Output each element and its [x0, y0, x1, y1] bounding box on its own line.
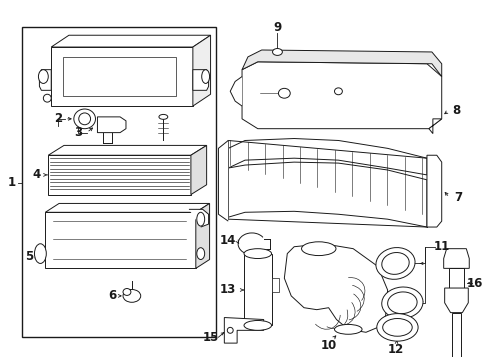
Text: 14: 14	[220, 234, 236, 247]
Polygon shape	[444, 288, 468, 312]
Ellipse shape	[35, 244, 46, 264]
Text: 5: 5	[25, 250, 34, 263]
Polygon shape	[97, 117, 126, 132]
Text: 8: 8	[451, 104, 460, 117]
Polygon shape	[242, 50, 441, 77]
Ellipse shape	[123, 288, 131, 296]
Ellipse shape	[244, 320, 271, 330]
Polygon shape	[188, 209, 208, 227]
Ellipse shape	[79, 113, 90, 125]
Polygon shape	[190, 145, 206, 195]
Polygon shape	[443, 249, 468, 268]
Text: 16: 16	[466, 276, 482, 289]
Polygon shape	[228, 162, 426, 227]
Text: 7: 7	[453, 191, 462, 204]
Text: 13: 13	[220, 283, 236, 297]
Polygon shape	[45, 212, 195, 268]
Text: 3: 3	[74, 126, 81, 139]
Ellipse shape	[196, 248, 204, 260]
Polygon shape	[40, 70, 51, 90]
Ellipse shape	[376, 314, 417, 341]
Ellipse shape	[334, 324, 361, 334]
Bar	[447, 268, 464, 288]
Ellipse shape	[334, 88, 342, 95]
Text: 9: 9	[273, 21, 281, 34]
Polygon shape	[242, 62, 441, 129]
Ellipse shape	[39, 70, 48, 84]
Ellipse shape	[227, 327, 233, 333]
Polygon shape	[45, 203, 209, 212]
Polygon shape	[224, 318, 263, 343]
Ellipse shape	[301, 242, 335, 256]
Text: 4: 4	[32, 168, 41, 181]
Text: 15: 15	[202, 331, 218, 344]
Polygon shape	[195, 203, 209, 268]
Ellipse shape	[196, 212, 204, 226]
Polygon shape	[426, 155, 441, 227]
Text: 11: 11	[433, 240, 449, 253]
Text: 2: 2	[54, 112, 62, 125]
Ellipse shape	[159, 114, 167, 119]
Bar	[271, 278, 279, 292]
Polygon shape	[230, 77, 242, 106]
Text: 6: 6	[108, 289, 116, 302]
Polygon shape	[192, 70, 208, 90]
Ellipse shape	[382, 319, 411, 336]
Ellipse shape	[375, 248, 414, 279]
Ellipse shape	[278, 88, 290, 98]
Polygon shape	[284, 244, 387, 332]
Ellipse shape	[272, 49, 282, 55]
Ellipse shape	[387, 292, 416, 314]
Ellipse shape	[43, 94, 51, 102]
Bar	[21, 27, 216, 337]
Ellipse shape	[381, 252, 408, 274]
Bar	[63, 57, 176, 96]
Bar	[244, 253, 271, 325]
Polygon shape	[228, 139, 426, 175]
Ellipse shape	[74, 109, 95, 129]
Polygon shape	[51, 35, 210, 47]
Polygon shape	[48, 145, 206, 155]
Ellipse shape	[244, 249, 271, 258]
Polygon shape	[218, 140, 228, 221]
Polygon shape	[48, 155, 190, 195]
Ellipse shape	[381, 287, 422, 319]
Ellipse shape	[123, 289, 141, 302]
Polygon shape	[192, 35, 210, 106]
Ellipse shape	[201, 70, 209, 84]
Text: 10: 10	[320, 338, 336, 352]
Polygon shape	[428, 119, 441, 134]
Text: 12: 12	[386, 342, 403, 356]
Text: 1: 1	[8, 176, 16, 189]
Polygon shape	[51, 47, 192, 106]
Bar	[450, 312, 461, 360]
